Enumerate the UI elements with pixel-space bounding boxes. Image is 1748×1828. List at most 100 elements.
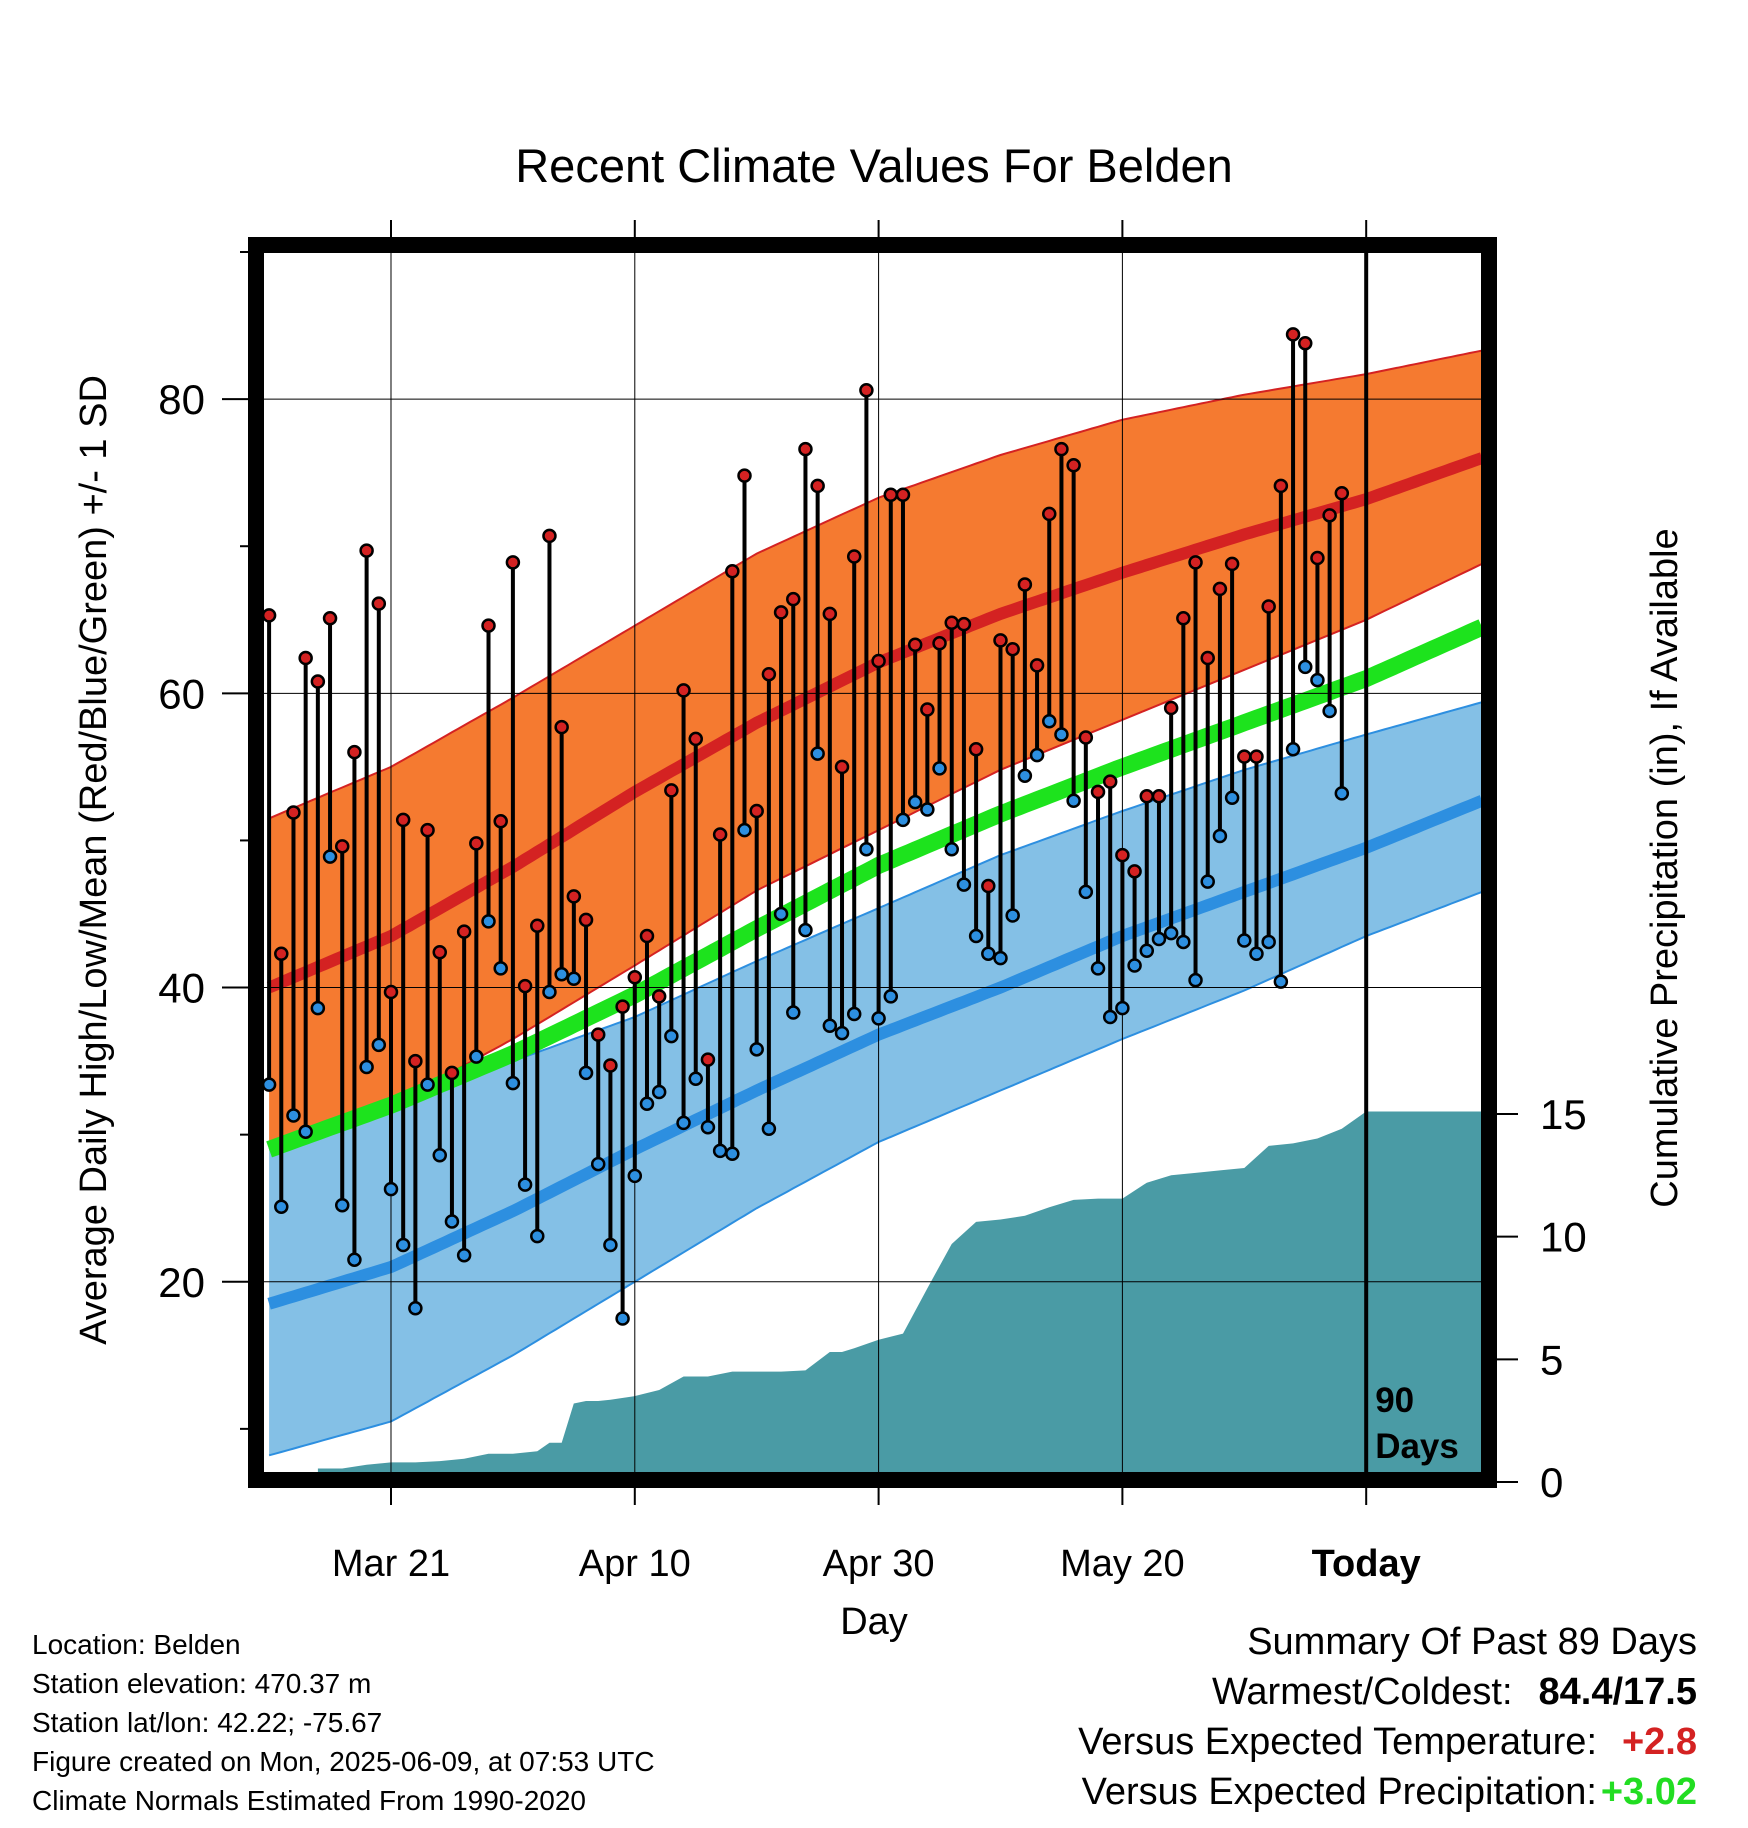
high-point bbox=[688, 731, 703, 747]
low-point bbox=[700, 1120, 716, 1135]
high-point bbox=[347, 744, 362, 760]
low-point bbox=[749, 1042, 764, 1057]
high-point bbox=[968, 741, 984, 757]
low-point bbox=[274, 1199, 289, 1214]
high-point bbox=[1200, 650, 1215, 666]
high-point bbox=[1127, 864, 1142, 879]
high-point bbox=[444, 1065, 460, 1081]
low-point bbox=[1078, 884, 1094, 900]
today-days-number: 90 bbox=[1375, 1381, 1414, 1420]
y2-tick-label: 10 bbox=[1540, 1214, 1587, 1261]
summary-heading: Summary Of Past 89 Days bbox=[1247, 1621, 1697, 1663]
low-point bbox=[493, 961, 508, 976]
low-point bbox=[1090, 961, 1106, 976]
high-point bbox=[1176, 611, 1191, 626]
info-normals: Climate Normals Estimated From 1990-2020 bbox=[32, 1785, 586, 1816]
high-point bbox=[1224, 556, 1240, 572]
low-point bbox=[603, 1237, 618, 1253]
high-point bbox=[1151, 789, 1167, 804]
high-point bbox=[1066, 458, 1081, 473]
high-point bbox=[1054, 441, 1069, 457]
high-point bbox=[359, 543, 374, 558]
x-tick-label: Apr 30 bbox=[823, 1543, 935, 1585]
precip-anomaly-value: +3.02 bbox=[1600, 1771, 1697, 1813]
precipitation-area bbox=[317, 1111, 1482, 1473]
high-point bbox=[395, 812, 411, 828]
low-point bbox=[1237, 933, 1252, 948]
high-point bbox=[956, 616, 972, 632]
high-point bbox=[932, 636, 947, 651]
high-point bbox=[371, 596, 387, 611]
low-point bbox=[383, 1181, 399, 1197]
high-point bbox=[1249, 749, 1264, 764]
high-point bbox=[383, 984, 399, 1000]
high-point bbox=[1090, 784, 1106, 800]
y-axis-title: Average Daily High/Low/Mean (Red/Blue/Gr… bbox=[73, 375, 115, 1345]
y-tick-label: 40 bbox=[158, 965, 205, 1012]
info-elevation: Station elevation: 470.37 m bbox=[32, 1668, 372, 1699]
high-point bbox=[1237, 749, 1252, 764]
high-point bbox=[786, 591, 801, 607]
low-point bbox=[846, 1006, 862, 1022]
low-point bbox=[615, 1311, 630, 1326]
high-point bbox=[773, 605, 789, 620]
info-latlon: Station lat/lon: 42.22; -75.67 bbox=[32, 1707, 383, 1738]
low-point bbox=[1188, 972, 1203, 988]
y2-tick-label: 0 bbox=[1540, 1459, 1563, 1506]
info-location: Location: Belden bbox=[32, 1629, 241, 1660]
high-point bbox=[664, 783, 679, 798]
summary-panel: Summary Of Past 89 Days Warmest/Coldest:… bbox=[1078, 1617, 1697, 1817]
low-point bbox=[395, 1237, 411, 1253]
low-point bbox=[761, 1121, 777, 1137]
high-point bbox=[627, 969, 643, 985]
high-point bbox=[432, 944, 448, 960]
high-point bbox=[1029, 658, 1045, 673]
high-point bbox=[493, 814, 508, 829]
x-tick-label: Apr 10 bbox=[579, 1543, 691, 1585]
low-point bbox=[993, 950, 1008, 966]
low-point bbox=[408, 1300, 423, 1316]
warmest-label: Warmest/Coldest: bbox=[1211, 1671, 1513, 1713]
high-point bbox=[749, 803, 764, 819]
low-point bbox=[310, 1000, 326, 1016]
low-point bbox=[359, 1059, 374, 1075]
low-point bbox=[298, 1124, 313, 1139]
low-point bbox=[322, 849, 338, 864]
low-point bbox=[920, 802, 935, 817]
high-point bbox=[481, 618, 496, 633]
x-tick-label: Mar 21 bbox=[332, 1543, 450, 1585]
high-point bbox=[712, 827, 728, 842]
high-point bbox=[578, 912, 594, 928]
high-point bbox=[615, 999, 630, 1014]
low-point bbox=[1176, 934, 1191, 950]
precip-anomaly-label: Versus Expected Precipitation: bbox=[1081, 1771, 1597, 1813]
high-point bbox=[1163, 700, 1179, 716]
low-point bbox=[1249, 946, 1264, 961]
high-point bbox=[907, 637, 923, 653]
temp-anomaly-label: Versus Expected Temperature: bbox=[1078, 1721, 1597, 1763]
low-point bbox=[334, 1198, 350, 1213]
low-point bbox=[1163, 925, 1179, 941]
low-point bbox=[444, 1214, 460, 1229]
today-days-word: Days bbox=[1375, 1427, 1459, 1466]
x-axis-title: Day bbox=[840, 1601, 908, 1643]
low-point bbox=[263, 1077, 277, 1092]
high-point bbox=[420, 822, 435, 838]
low-point bbox=[1127, 958, 1142, 973]
low-point bbox=[773, 906, 789, 922]
y-tick-label: 80 bbox=[158, 376, 205, 423]
high-point bbox=[761, 666, 777, 682]
high-point bbox=[322, 611, 338, 626]
low-point bbox=[530, 1228, 545, 1244]
low-point bbox=[371, 1037, 387, 1053]
high-point bbox=[1285, 327, 1301, 342]
low-point bbox=[786, 1005, 801, 1020]
low-point bbox=[627, 1168, 643, 1184]
high-point bbox=[993, 633, 1008, 648]
high-point bbox=[1078, 730, 1094, 745]
y2-tick-label: 5 bbox=[1540, 1336, 1563, 1383]
low-point bbox=[1017, 768, 1033, 783]
high-point bbox=[944, 615, 959, 630]
low-point bbox=[578, 1065, 594, 1081]
